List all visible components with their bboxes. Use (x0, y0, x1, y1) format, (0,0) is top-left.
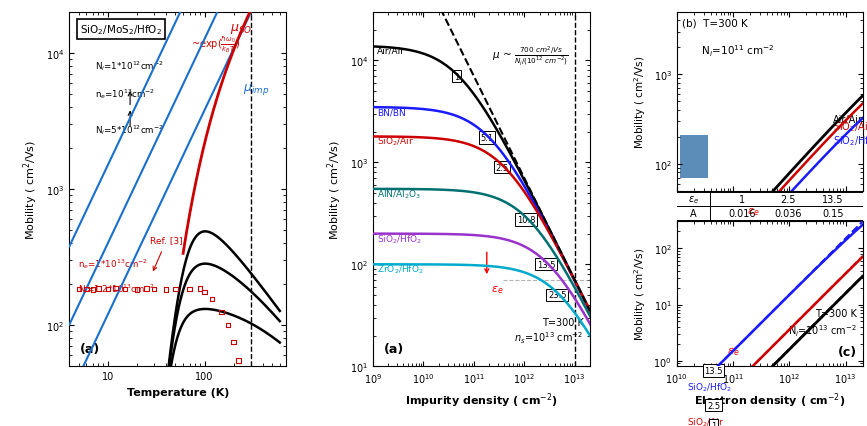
Text: $\mu_{SO}$: $\mu_{SO}$ (230, 21, 252, 35)
Point (160, 286, 173, 293)
Text: $\varepsilon_e$: $\varepsilon_e$ (688, 194, 699, 206)
Text: Ref. [3]: Ref. [3] (150, 236, 182, 245)
Text: $\mu$ ~ $\frac{700\ cm^2/Vs}{N_i/(10^{12}\ cm^{-2})}$: $\mu$ ~ $\frac{700\ cm^2/Vs}{N_i/(10^{12… (492, 44, 569, 68)
Text: Air/Air: Air/Air (377, 46, 405, 55)
Text: 13.5: 13.5 (822, 195, 844, 205)
Text: 1: 1 (711, 420, 716, 426)
Text: BN/BN: BN/BN (377, 108, 406, 117)
Text: T=300 K
$n_s$=10$^{13}$ cm$^{-2}$: T=300 K $n_s$=10$^{13}$ cm$^{-2}$ (514, 317, 583, 345)
Text: 13.5: 13.5 (704, 366, 723, 375)
Text: SiO$_2$/Air: SiO$_2$/Air (687, 415, 724, 426)
Point (101, 286, 114, 293)
Text: (a): (a) (81, 342, 101, 355)
Text: 1: 1 (733, 229, 738, 238)
Point (130, 286, 144, 293)
Text: SiO$_2$/HfO$_2$: SiO$_2$/HfO$_2$ (833, 134, 867, 148)
Text: $\varepsilon_e$: $\varepsilon_e$ (492, 283, 504, 295)
Text: SiO$_2$/Air: SiO$_2$/Air (377, 135, 414, 148)
Text: 1: 1 (453, 72, 459, 81)
Text: $\mu_{imp}$: $\mu_{imp}$ (243, 82, 269, 97)
FancyBboxPatch shape (680, 135, 708, 178)
Text: ~exp($\frac{\hbar\omega_0}{k_BT}$): ~exp($\frac{\hbar\omega_0}{k_BT}$) (191, 35, 241, 55)
Point (215, 309, 229, 316)
Point (80, 286, 94, 293)
X-axis label: Temperature (K): Temperature (K) (127, 387, 229, 397)
Text: SiO$_2$/HfO$_2$: SiO$_2$/HfO$_2$ (687, 380, 732, 393)
Text: (b)  T=300 K: (b) T=300 K (682, 18, 748, 28)
Text: 0.15: 0.15 (822, 208, 844, 218)
Text: N$_i$=1*10$^{12}$cm$^{-2}$: N$_i$=1*10$^{12}$cm$^{-2}$ (95, 59, 165, 73)
Point (231, 357, 245, 364)
Text: n$_e$=1*10$^{13}$cm$^{-2}$: n$_e$=1*10$^{13}$cm$^{-2}$ (78, 257, 148, 271)
Point (147, 286, 161, 293)
Text: SiO$_2$/MoS$_2$/HfO$_2$: SiO$_2$/MoS$_2$/HfO$_2$ (81, 23, 162, 37)
Text: 10.8: 10.8 (517, 216, 535, 225)
Point (86, 286, 100, 293)
Text: $\varepsilon_e$: $\varepsilon_e$ (746, 206, 759, 217)
Text: $\varepsilon_e$: $\varepsilon_e$ (727, 345, 739, 357)
Text: 2.5: 2.5 (707, 401, 720, 410)
Point (244, 399, 257, 406)
Text: 2.5: 2.5 (729, 236, 742, 245)
Text: A: A (690, 208, 697, 218)
Point (221, 322, 235, 329)
Text: N$_i$=10$^{13}$ cm$^{-2}$: N$_i$=10$^{13}$ cm$^{-2}$ (788, 323, 857, 338)
Text: 0.016: 0.016 (728, 208, 755, 218)
X-axis label: Impurity density ( cm$^{-2}$): Impurity density ( cm$^{-2}$) (405, 391, 558, 409)
Point (168, 286, 182, 293)
Text: 0.036: 0.036 (774, 208, 802, 218)
Point (227, 339, 241, 346)
Text: 13.5: 13.5 (727, 249, 745, 258)
Point (108, 285, 122, 292)
Text: T=300 K: T=300 K (815, 308, 857, 318)
Text: 5.1: 5.1 (480, 134, 493, 143)
Text: Air/Air: Air/Air (833, 115, 864, 125)
Text: SiO$_2$/Air: SiO$_2$/Air (833, 120, 867, 134)
Point (198, 289, 212, 296)
Point (92, 285, 106, 292)
Y-axis label: Mobility ( cm$^2$/Vs): Mobility ( cm$^2$/Vs) (22, 140, 41, 239)
Point (205, 296, 219, 303)
Text: n$_e$=10$^{13}$cm$^{-2}$: n$_e$=10$^{13}$cm$^{-2}$ (95, 87, 155, 101)
Y-axis label: Mobility ( cm$^2$/Vs): Mobility ( cm$^2$/Vs) (325, 140, 344, 239)
Text: SiO$_2$/HfO$_2$: SiO$_2$/HfO$_2$ (377, 233, 422, 245)
Text: (a): (a) (384, 342, 404, 355)
Point (193, 285, 207, 292)
Text: N$_i$=10$^{11}$ cm$^{-2}$: N$_i$=10$^{11}$ cm$^{-2}$ (682, 43, 775, 59)
Text: 2.5: 2.5 (780, 195, 796, 205)
Y-axis label: Mobility ( cm$^2$/Vs): Mobility ( cm$^2$/Vs) (632, 55, 648, 149)
Point (240, 386, 254, 392)
Text: N$_i$=5*10$^{12}$cm$^{-2}$: N$_i$=5*10$^{12}$cm$^{-2}$ (95, 123, 165, 136)
Point (72, 286, 86, 293)
Text: N$_i$=1.2*10$^{13}$cm$^{-2}$: N$_i$=1.2*10$^{13}$cm$^{-2}$ (78, 282, 155, 296)
Text: 13.5: 13.5 (537, 260, 556, 269)
Text: AlN/Al$_2$O$_3$: AlN/Al$_2$O$_3$ (377, 188, 421, 200)
Point (118, 286, 132, 293)
Point (140, 285, 153, 292)
Point (183, 286, 197, 293)
Text: 1: 1 (739, 195, 745, 205)
Point (236, 373, 250, 380)
Text: 2.5: 2.5 (495, 163, 509, 172)
Text: ZrO$_2$/HfO$_2$: ZrO$_2$/HfO$_2$ (377, 263, 424, 276)
Text: 23.5: 23.5 (548, 291, 566, 300)
Y-axis label: Mobility ( cm$^2$/Vs): Mobility ( cm$^2$/Vs) (632, 248, 648, 341)
Text: (c): (c) (838, 345, 857, 358)
X-axis label: Electron density ( cm$^{-2}$): Electron density ( cm$^{-2}$) (694, 391, 845, 409)
